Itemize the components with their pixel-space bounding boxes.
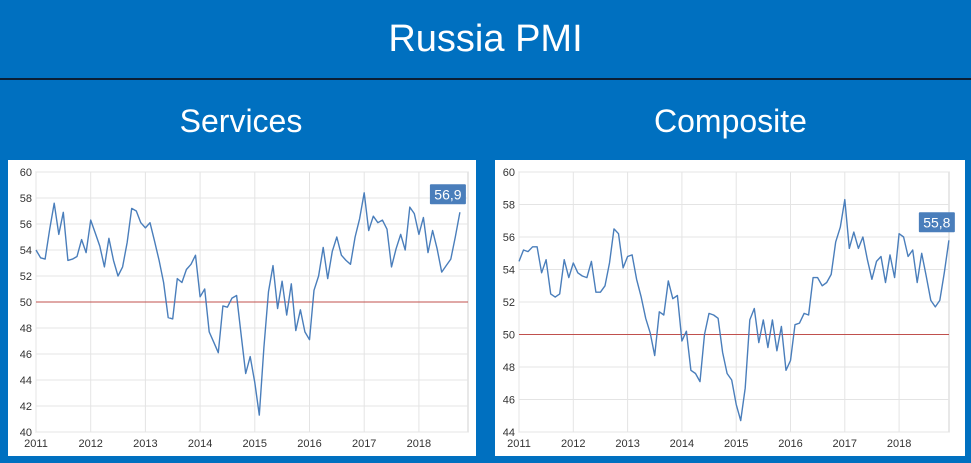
y-tick-label: 50 — [20, 297, 32, 309]
y-tick-label: 46 — [20, 349, 32, 361]
x-tick-label: 2017 — [352, 438, 376, 450]
last-value-label: 55,8 — [923, 214, 950, 230]
composite-chart: 44 46 48 50 52 54 56 58 60 2011 2012 2013 2014 2015 20… — [503, 167, 955, 450]
x-tick-label: 2011 — [24, 438, 48, 450]
y-tick-label: 42 — [20, 401, 32, 413]
x-tick-label: 2014 — [188, 438, 212, 450]
last-value-label: 56,9 — [434, 186, 461, 202]
y-tick-label: 48 — [20, 323, 32, 335]
y-tick-label: 46 — [503, 395, 515, 407]
x-tick-label: 2016 — [778, 438, 802, 450]
x-tick-label: 2017 — [833, 438, 857, 450]
y-tick-label: 60 — [503, 167, 515, 179]
y-tick-label: 56 — [503, 232, 515, 244]
pmi-series-line — [35, 192, 461, 416]
last-value-badge — [918, 212, 955, 233]
y-tick-label: 50 — [503, 330, 515, 342]
x-tick-label: 2014 — [670, 438, 694, 450]
composite-chart-panel: 44 46 48 50 52 54 56 58 60 2011 2012 2013 2014 2015 20… — [495, 160, 965, 456]
y-tick-label: 52 — [503, 297, 515, 309]
x-tick-label: 2018 — [887, 438, 911, 450]
x-tick-label: 2015 — [243, 438, 267, 450]
x-tick-label: 2013 — [615, 438, 639, 450]
y-tick-label: 58 — [503, 200, 515, 212]
x-tick-label: 2012 — [78, 438, 102, 450]
title-divider — [0, 78, 971, 80]
services-chart-panel: 40 42 44 46 48 50 52 54 56 58 60 2011 2012 2013 2014 20… — [8, 160, 476, 456]
pmi-series-line — [518, 198, 950, 422]
x-tick-label: 2016 — [297, 438, 321, 450]
y-tick-label: 52 — [20, 271, 32, 283]
y-tick-label: 54 — [503, 265, 515, 277]
y-tick-label: 48 — [503, 362, 515, 374]
y-tick-label: 40 — [20, 427, 32, 439]
x-tick-label: 2015 — [724, 438, 748, 450]
composite-chart-title: Composite — [654, 102, 807, 139]
y-tick-label: 54 — [20, 245, 32, 257]
services-chart: 40 42 44 46 48 50 52 54 56 58 60 2011 2012 2013 2014 20… — [20, 167, 469, 450]
last-value-badge — [429, 184, 466, 205]
y-tick-label: 60 — [20, 167, 32, 179]
y-tick-label: 58 — [20, 193, 32, 205]
services-chart-title: Services — [179, 102, 303, 139]
x-tick-label: 2012 — [561, 438, 585, 450]
x-tick-label: 2011 — [507, 438, 531, 450]
y-tick-label: 44 — [20, 375, 32, 387]
page-title: Russia PMI — [388, 17, 583, 60]
x-tick-label: 2013 — [133, 438, 157, 450]
y-tick-label: 56 — [20, 219, 32, 231]
x-tick-label: 2018 — [407, 438, 431, 450]
y-tick-label: 44 — [503, 427, 515, 439]
